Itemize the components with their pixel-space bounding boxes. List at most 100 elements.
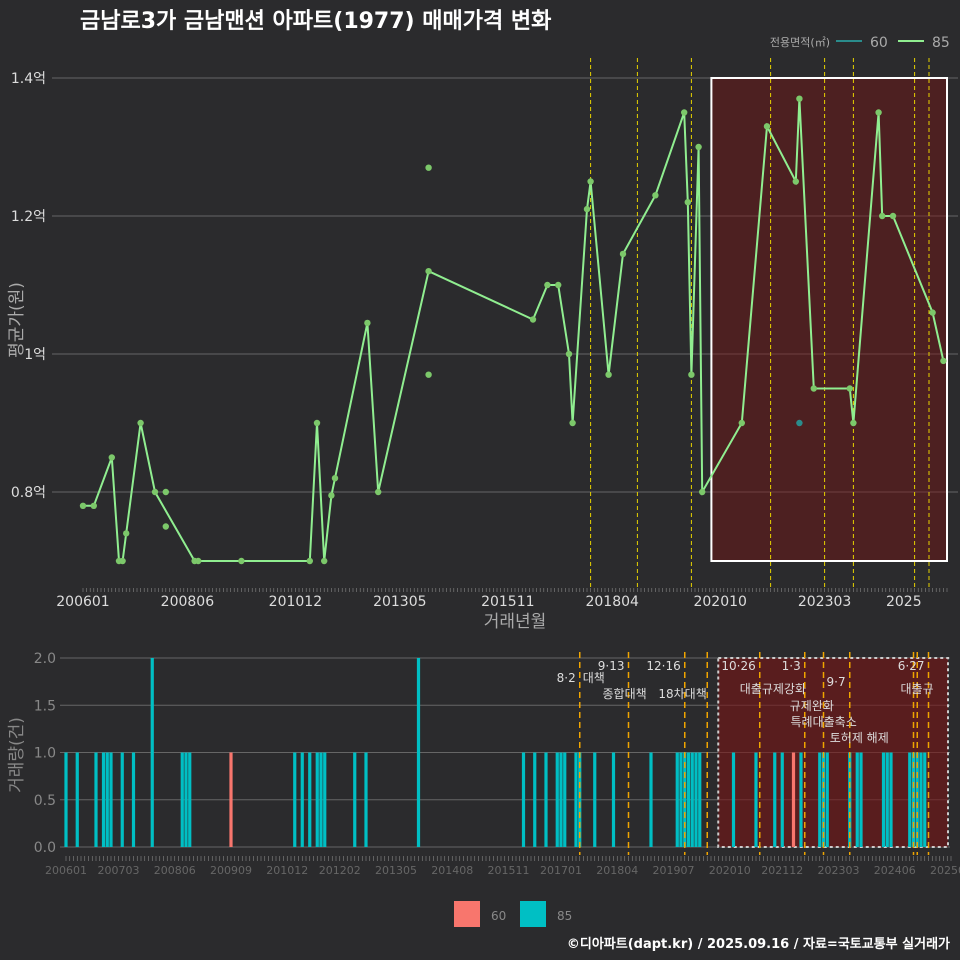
bar-85: [859, 752, 863, 847]
bar-85: [101, 752, 106, 847]
bar-85: [578, 752, 582, 847]
data-point-85: [306, 557, 313, 565]
bar-85: [825, 752, 829, 847]
policy-date: 6·27: [898, 659, 925, 673]
data-point-85: [619, 250, 627, 258]
data-point-85: [79, 502, 87, 509]
x-tick-label: 202303: [798, 594, 851, 610]
data-point-85: [375, 488, 382, 496]
bar-85: [855, 752, 859, 847]
data-point-85: [108, 454, 116, 461]
x-axis-title: 거래년월: [484, 612, 547, 632]
data-point-85: [583, 205, 591, 213]
data-point-85: [425, 164, 432, 171]
x-tick-label: 201804: [596, 864, 638, 877]
bar-85: [818, 752, 822, 847]
data-point-85: [364, 319, 371, 327]
bar-85: [731, 752, 736, 847]
bar-85: [323, 752, 327, 847]
bar-85: [923, 752, 927, 847]
data-point-85: [810, 385, 817, 392]
policy-date: 9·7: [827, 675, 846, 689]
bar-85: [364, 752, 368, 847]
bar-85: [188, 752, 192, 847]
data-point-85: [605, 371, 612, 378]
data-point-85: [90, 502, 98, 509]
bar-85: [690, 752, 694, 847]
x-tick-label: 201804: [585, 594, 639, 610]
data-point-85: [331, 475, 339, 482]
data-point-85: [544, 281, 551, 289]
x-tick-label: 2025: [886, 594, 922, 610]
bar-85: [416, 658, 421, 847]
data-point-85: [688, 371, 695, 378]
policy-date: 12·16: [646, 659, 680, 673]
data-point-85: [940, 357, 947, 365]
bar-85: [64, 752, 68, 847]
data-point-85: [238, 557, 245, 565]
bar-85: [319, 752, 323, 847]
bar-85: [521, 752, 526, 847]
legend-key-85: [520, 901, 546, 927]
bar-60: [229, 752, 233, 847]
x-tick-label: 200601: [56, 594, 109, 610]
bar-85: [754, 752, 758, 847]
x-tick-label: 201907: [653, 864, 695, 877]
bar-85: [574, 752, 578, 847]
x-tick-label: 201408: [431, 864, 473, 877]
data-point-60: [796, 419, 803, 427]
bar-85: [315, 752, 319, 847]
data-point-85: [151, 488, 159, 496]
x-tick-label: 201012: [266, 864, 308, 877]
bar-85: [293, 752, 297, 847]
data-point-85: [889, 212, 897, 220]
bar-85: [679, 752, 683, 847]
x-tick-label: 201701: [540, 864, 582, 877]
bar-85: [544, 752, 548, 847]
data-point-85: [162, 523, 169, 530]
data-point-85: [529, 316, 537, 323]
data-point-85: [321, 557, 328, 565]
data-point-85: [850, 419, 857, 427]
x-tick-label: 200703: [98, 864, 140, 877]
legend-label-85: 85: [932, 35, 950, 51]
data-point-85: [425, 371, 432, 378]
bar-85: [105, 752, 109, 847]
data-point-85: [681, 109, 688, 116]
bar-85: [150, 658, 154, 847]
bar-85: [889, 752, 893, 847]
bar-85: [915, 752, 919, 847]
data-point-85: [879, 212, 886, 220]
data-point-85: [123, 530, 130, 537]
bar-85: [180, 752, 184, 847]
legend-key-60: [454, 901, 480, 927]
policy-label: 규제완화: [790, 699, 834, 713]
x-tick-label: 200806: [161, 594, 215, 610]
highlight-box: [710, 77, 949, 562]
data-point-85: [684, 199, 691, 206]
bar-85: [821, 752, 826, 847]
x-tick-label: 201202: [319, 864, 361, 877]
data-point-85: [699, 488, 706, 496]
y-axis-title: 평균가(원): [7, 282, 27, 358]
x-tick-label: 201511: [481, 594, 534, 610]
y-tick-label: 0.0: [34, 840, 56, 856]
data-point-85: [565, 350, 573, 358]
legend-label-60: 60: [870, 35, 888, 51]
y-tick-label: 1억: [24, 347, 46, 363]
bar-85: [649, 752, 653, 847]
data-point-85: [425, 268, 432, 275]
data-point-85: [555, 281, 562, 289]
y-tick-label: 1.2억: [11, 209, 46, 225]
bar-85: [131, 752, 136, 847]
policy-label: 대출규: [901, 682, 934, 696]
bar-85: [184, 752, 188, 847]
bar-85: [555, 752, 559, 847]
policy-date: 1·3: [782, 659, 801, 673]
bar-85: [300, 752, 304, 847]
policy-date: 9·13: [598, 659, 625, 673]
x-tick-label: 201305: [375, 864, 417, 877]
y-tick-label: 1.5: [34, 698, 56, 714]
policy-label: 대책: [583, 670, 605, 685]
